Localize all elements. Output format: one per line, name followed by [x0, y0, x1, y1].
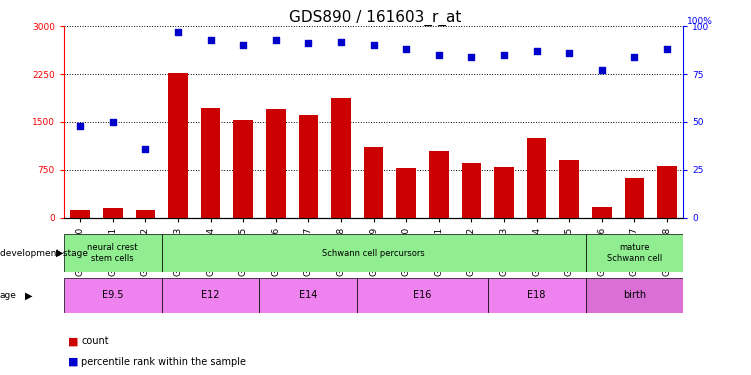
Bar — [161, 234, 586, 272]
Text: E16: E16 — [413, 290, 432, 300]
Bar — [161, 278, 260, 313]
Bar — [592, 207, 611, 218]
Bar — [266, 109, 285, 217]
Bar — [201, 108, 220, 218]
Bar — [363, 147, 384, 218]
Text: count: count — [81, 336, 109, 346]
Bar — [494, 166, 514, 218]
Bar — [586, 234, 683, 272]
Text: development stage: development stage — [0, 249, 88, 258]
Text: ■: ■ — [68, 357, 78, 367]
Text: GDS890 / 161603_r_at: GDS890 / 161603_r_at — [289, 9, 462, 26]
Text: mature
Schwann cell: mature Schwann cell — [607, 243, 662, 263]
Bar — [103, 208, 122, 218]
Text: neural crest
stem cells: neural crest stem cells — [88, 243, 138, 263]
Bar — [527, 138, 547, 218]
Text: 100%: 100% — [687, 17, 713, 26]
Bar — [136, 210, 155, 218]
Point — [303, 40, 315, 46]
Point — [367, 42, 379, 48]
Text: E9.5: E9.5 — [102, 290, 123, 300]
Point — [270, 37, 282, 43]
Point — [629, 54, 641, 60]
Point — [498, 52, 510, 58]
Bar — [462, 163, 481, 218]
Bar — [429, 150, 448, 217]
Text: Schwann cell percursors: Schwann cell percursors — [322, 249, 425, 258]
Bar — [586, 278, 683, 313]
Text: ▶: ▶ — [56, 248, 64, 258]
Bar — [260, 278, 357, 313]
Text: percentile rank within the sample: percentile rank within the sample — [81, 357, 246, 367]
Point — [335, 39, 347, 45]
Bar — [357, 278, 487, 313]
Point — [596, 67, 608, 73]
Text: ■: ■ — [68, 336, 78, 346]
Point — [466, 54, 478, 60]
Bar — [657, 166, 677, 218]
Bar — [64, 278, 161, 313]
Bar — [168, 73, 188, 217]
Point — [140, 146, 152, 152]
Point — [237, 42, 249, 48]
Bar — [559, 160, 579, 218]
Point — [661, 46, 673, 52]
Text: E12: E12 — [201, 290, 220, 300]
Point — [172, 29, 184, 35]
Bar — [487, 278, 586, 313]
Bar — [64, 234, 161, 272]
Bar — [331, 98, 351, 218]
Point — [107, 119, 119, 125]
Text: ▶: ▶ — [25, 290, 32, 300]
Text: E14: E14 — [299, 290, 318, 300]
Text: E18: E18 — [527, 290, 546, 300]
Bar — [234, 120, 253, 218]
Bar — [71, 210, 90, 218]
Bar — [397, 168, 416, 217]
Point — [563, 50, 575, 56]
Point — [433, 52, 445, 58]
Text: age: age — [0, 291, 17, 300]
Text: birth: birth — [623, 290, 646, 300]
Point — [204, 37, 216, 43]
Point — [531, 48, 543, 54]
Bar — [299, 115, 318, 218]
Point — [74, 123, 86, 129]
Point — [400, 46, 412, 52]
Bar — [625, 178, 644, 218]
